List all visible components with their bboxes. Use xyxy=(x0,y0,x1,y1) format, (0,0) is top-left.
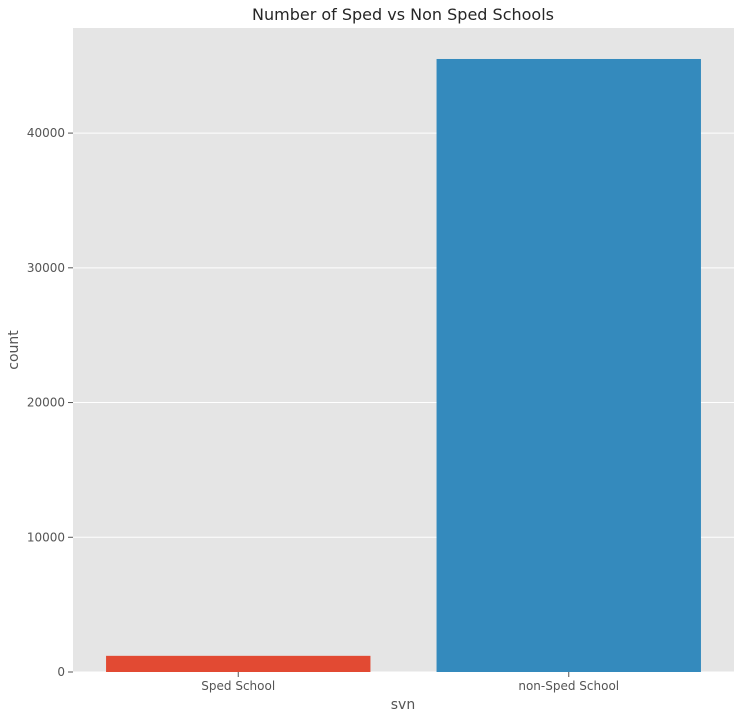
y-axis-ticks: 0 10000 20000 30000 40000 xyxy=(27,126,73,679)
y-axis-label: count xyxy=(6,330,22,370)
bar xyxy=(106,655,371,672)
x-axis-label: svn xyxy=(391,697,415,713)
y-tick-label: 20000 xyxy=(27,396,65,410)
y-tick-label: 30000 xyxy=(27,261,65,275)
x-tick-label: non-Sped School xyxy=(518,679,619,693)
chart-title: Number of Sped vs Non Sped Schools xyxy=(252,5,554,24)
x-tick-label: Sped School xyxy=(201,679,275,693)
y-tick-label: 0 xyxy=(57,665,65,679)
y-tick-label: 40000 xyxy=(27,126,65,140)
bars xyxy=(106,58,701,673)
x-axis-ticks: Sped School non-Sped School xyxy=(201,672,619,693)
y-tick-label: 10000 xyxy=(27,530,65,544)
bar xyxy=(436,58,701,673)
